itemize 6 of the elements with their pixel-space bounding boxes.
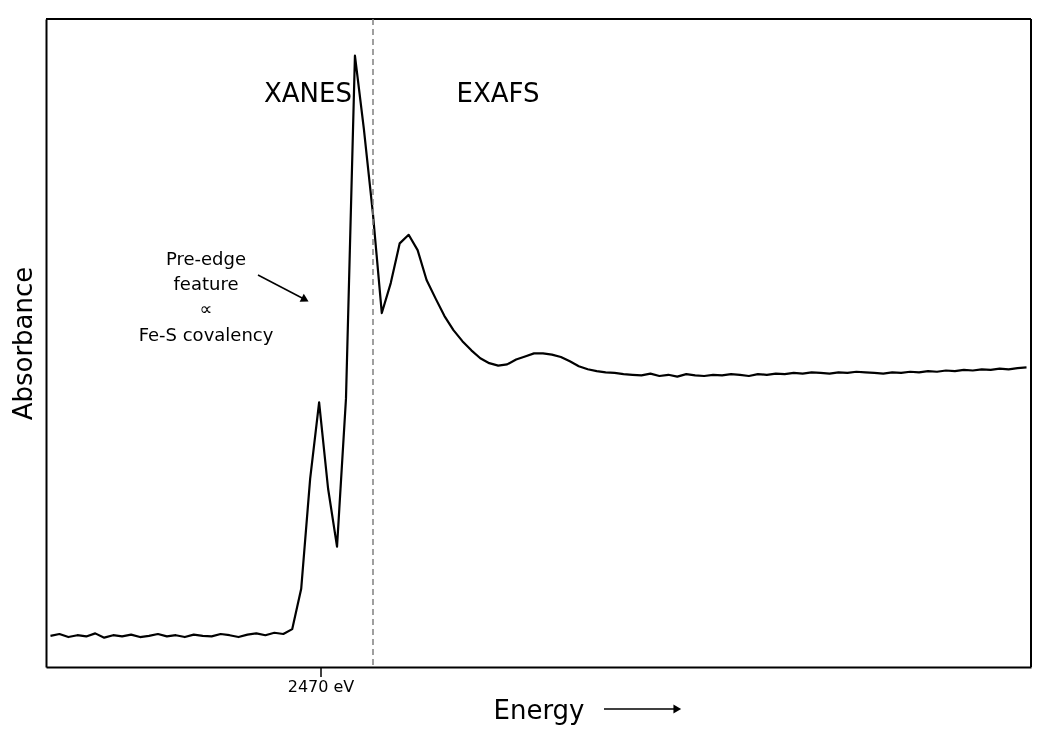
y-axis-title: Absorbance — [7, 266, 38, 421]
annotation: Pre-edge feature ∝ Fe-S covalency — [138, 248, 274, 345]
annotation: EXAFS — [456, 78, 540, 108]
text: 2470 eV — [287, 677, 355, 696]
annotation: XANES — [264, 78, 352, 108]
x-axis-title: Energy — [493, 694, 585, 725]
